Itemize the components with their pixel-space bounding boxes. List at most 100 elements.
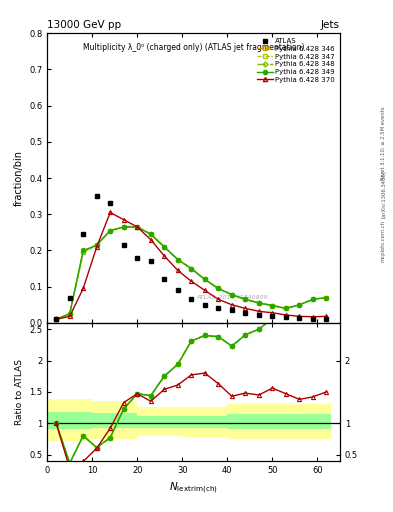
- Pythia 6.428 349: [189, 266, 194, 272]
- Pythia 6.428 370: [94, 244, 99, 250]
- Pythia 6.428 348: [310, 296, 315, 303]
- Pythia 6.428 348: [162, 244, 167, 250]
- ATLAS: [94, 193, 99, 199]
- Pythia 6.428 348: [67, 311, 72, 317]
- Pythia 6.428 348: [189, 266, 194, 272]
- Pythia 6.428 370: [81, 285, 86, 291]
- Pythia 6.428 349: [149, 231, 153, 237]
- Pythia 6.428 370: [202, 287, 207, 293]
- Pythia 6.428 346: [283, 305, 288, 311]
- ATLAS: [67, 294, 72, 301]
- Pythia 6.428 347: [202, 276, 207, 283]
- Pythia 6.428 346: [162, 244, 167, 250]
- Pythia 6.428 370: [67, 313, 72, 319]
- ATLAS: [175, 287, 180, 293]
- Pythia 6.428 347: [108, 227, 112, 233]
- Pythia 6.428 348: [297, 302, 302, 308]
- Pythia 6.428 349: [230, 291, 234, 297]
- ATLAS: [149, 258, 153, 264]
- Text: Jets: Jets: [321, 20, 340, 30]
- Pythia 6.428 370: [324, 313, 329, 319]
- Pythia 6.428 347: [189, 266, 194, 272]
- Pythia 6.428 370: [297, 313, 302, 319]
- Pythia 6.428 346: [54, 316, 59, 323]
- Pythia 6.428 370: [230, 302, 234, 308]
- Pythia 6.428 349: [108, 227, 112, 233]
- Pythia 6.428 347: [175, 257, 180, 263]
- Pythia 6.428 347: [67, 311, 72, 317]
- Pythia 6.428 346: [310, 296, 315, 303]
- Pythia 6.428 347: [270, 303, 275, 309]
- ATLAS: [189, 296, 194, 303]
- Pythia 6.428 346: [149, 231, 153, 237]
- Pythia 6.428 346: [94, 242, 99, 248]
- Pythia 6.428 349: [283, 305, 288, 311]
- Pythia 6.428 348: [108, 227, 112, 233]
- Pythia 6.428 346: [189, 266, 194, 272]
- Pythia 6.428 347: [283, 305, 288, 311]
- ATLAS: [243, 310, 248, 316]
- Pythia 6.428 348: [94, 242, 99, 248]
- Pythia 6.428 348: [175, 257, 180, 263]
- Line: Pythia 6.428 347: Pythia 6.428 347: [54, 225, 329, 322]
- Pythia 6.428 347: [257, 300, 261, 306]
- Pythia 6.428 346: [202, 276, 207, 283]
- Pythia 6.428 370: [310, 314, 315, 320]
- Pythia 6.428 346: [121, 224, 126, 230]
- Pythia 6.428 349: [216, 285, 221, 291]
- ATLAS: [108, 200, 112, 206]
- Pythia 6.428 348: [216, 285, 221, 291]
- Pythia 6.428 346: [81, 249, 86, 255]
- Pythia 6.428 347: [94, 242, 99, 248]
- Text: mcplots.cern.ch: mcplots.cern.ch: [381, 220, 386, 262]
- ATLAS: [230, 307, 234, 313]
- Pythia 6.428 348: [270, 303, 275, 309]
- Line: Pythia 6.428 370: Pythia 6.428 370: [54, 210, 329, 322]
- Pythia 6.428 348: [202, 276, 207, 283]
- Legend: ATLAS, Pythia 6.428 346, Pythia 6.428 347, Pythia 6.428 348, Pythia 6.428 349, P: ATLAS, Pythia 6.428 346, Pythia 6.428 34…: [256, 37, 336, 84]
- Pythia 6.428 370: [54, 316, 59, 323]
- Pythia 6.428 370: [270, 310, 275, 316]
- Pythia 6.428 346: [230, 291, 234, 297]
- Pythia 6.428 349: [202, 276, 207, 283]
- Pythia 6.428 348: [324, 294, 329, 301]
- ATLAS: [54, 316, 59, 323]
- Pythia 6.428 349: [175, 257, 180, 263]
- Pythia 6.428 346: [67, 311, 72, 317]
- Y-axis label: fraction/bin: fraction/bin: [13, 150, 24, 206]
- Pythia 6.428 370: [162, 253, 167, 259]
- Text: Multiplicity λ_0⁰ (charged only) (ATLAS jet fragmentation): Multiplicity λ_0⁰ (charged only) (ATLAS …: [83, 44, 304, 52]
- ATLAS: [81, 231, 86, 237]
- Pythia 6.428 347: [135, 224, 140, 230]
- ATLAS: [324, 315, 329, 322]
- ATLAS: [216, 305, 221, 311]
- ATLAS: [257, 312, 261, 318]
- Pythia 6.428 348: [81, 249, 86, 255]
- Pythia 6.428 347: [81, 249, 86, 255]
- Pythia 6.428 349: [257, 300, 261, 306]
- Pythia 6.428 348: [283, 305, 288, 311]
- Pythia 6.428 349: [310, 296, 315, 303]
- Pythia 6.428 370: [175, 267, 180, 273]
- Pythia 6.428 346: [297, 302, 302, 308]
- Pythia 6.428 349: [297, 302, 302, 308]
- Pythia 6.428 347: [216, 285, 221, 291]
- Pythia 6.428 346: [175, 257, 180, 263]
- ATLAS: [310, 315, 315, 322]
- Pythia 6.428 346: [270, 303, 275, 309]
- Pythia 6.428 349: [81, 247, 86, 253]
- Line: ATLAS: ATLAS: [54, 194, 329, 322]
- ATLAS: [270, 313, 275, 319]
- Pythia 6.428 349: [324, 294, 329, 301]
- Pythia 6.428 347: [162, 244, 167, 250]
- Pythia 6.428 346: [257, 300, 261, 306]
- Pythia 6.428 346: [108, 227, 112, 233]
- Pythia 6.428 349: [135, 224, 140, 230]
- Pythia 6.428 370: [108, 209, 112, 216]
- Pythia 6.428 370: [189, 278, 194, 284]
- Pythia 6.428 348: [54, 316, 59, 323]
- Pythia 6.428 349: [243, 296, 248, 303]
- Pythia 6.428 348: [230, 291, 234, 297]
- Pythia 6.428 349: [67, 311, 72, 317]
- Line: Pythia 6.428 348: Pythia 6.428 348: [55, 225, 328, 321]
